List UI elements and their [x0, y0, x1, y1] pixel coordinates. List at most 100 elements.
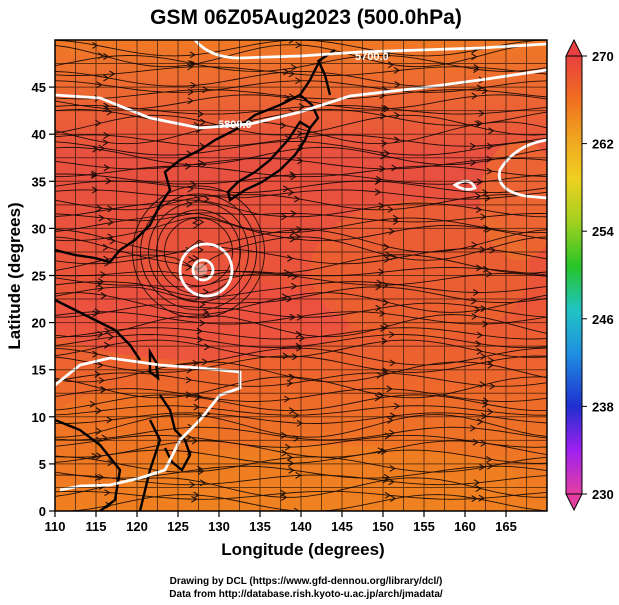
- streamline-arrow: [100, 386, 107, 393]
- streamline-arrow: [296, 226, 303, 233]
- x-tick-label: 135: [249, 519, 271, 534]
- x-tick-label: 115: [86, 519, 107, 534]
- streamline-arrow: [383, 243, 390, 251]
- streamline-arrow: [100, 271, 107, 279]
- streamline-arrow: [289, 313, 296, 321]
- streamline-arrow: [92, 145, 99, 153]
- streamline-arrow: [482, 265, 490, 273]
- streamline-arrow: [199, 479, 207, 487]
- colorbar-top-arrow: [565, 38, 583, 57]
- x-tick-label: 125: [167, 519, 189, 534]
- streamline-arrow: [91, 452, 98, 460]
- streamline-arrow: [384, 432, 392, 440]
- streamline-arrow: [481, 412, 488, 420]
- streamline-arrow: [105, 501, 112, 509]
- y-axis-label: Latitude (degrees): [5, 202, 24, 349]
- colorbar: 270 262 254 246 238 230: [565, 38, 614, 512]
- x-axis-ticks: 110 115 120 125 130 135 140 145 150 155 160 165: [45, 511, 517, 534]
- streamline-arrow: [186, 200, 193, 208]
- streamline-arrow: [390, 495, 397, 502]
- borneo-coastline: [138, 419, 162, 511]
- streamline-arrow: [202, 86, 209, 94]
- streamline-arrow: [296, 419, 304, 427]
- y-tick-label: 20: [32, 316, 46, 331]
- streamline-arrow: [94, 474, 102, 482]
- streamline-arrow: [482, 320, 489, 328]
- contour-label-5700: 5700.0: [355, 51, 389, 63]
- x-tick-label: 160: [454, 519, 476, 534]
- contour-lines: [55, 40, 547, 492]
- philippines-coastline: [159, 394, 192, 472]
- streamline-arrow: [374, 188, 382, 196]
- streamline-arrow: [104, 327, 111, 335]
- streamline-arrow: [290, 210, 297, 217]
- x-tick-label: 140: [290, 519, 312, 534]
- streamline-arrow: [280, 122, 287, 129]
- streamline-arrow: [280, 489, 287, 497]
- streamline-arrow: [91, 170, 98, 178]
- streamline-arrow: [384, 52, 391, 60]
- streamline-arrow: [102, 243, 110, 251]
- grid: [55, 40, 547, 511]
- streamline-arrow: [479, 381, 486, 389]
- streamline-arrow: [97, 284, 105, 292]
- sakhalin-coastline: [316, 59, 332, 96]
- streamline-arrow: [469, 424, 477, 432]
- streamline-arrow: [108, 333, 115, 341]
- streamline-arrow: [476, 119, 484, 127]
- streamline-arrow: [486, 167, 493, 175]
- x-tick-label: 150: [372, 519, 394, 534]
- streamline-arrow: [197, 218, 205, 226]
- streamline-arrow: [92, 41, 99, 49]
- streamline-arrow: [92, 350, 99, 358]
- streamline-arrow: [378, 202, 385, 210]
- streamline-arrow: [291, 273, 299, 281]
- streamline-arrow: [387, 205, 394, 213]
- streamline-arrow: [284, 443, 292, 451]
- x-tick-label: 155: [413, 519, 435, 534]
- streamline-arrow: [281, 449, 288, 457]
- streamline-arrow: [283, 185, 290, 193]
- y-tick-label: 10: [32, 410, 46, 425]
- colorbar-scale: [565, 55, 583, 495]
- streamline-arrow: [482, 400, 489, 408]
- streamline-arrow: [379, 112, 387, 120]
- streamline-arrow: [194, 195, 201, 203]
- streamline-arrow: [98, 473, 105, 481]
- streamline-arrow: [194, 394, 201, 402]
- streamline-arrow: [471, 92, 478, 100]
- streamline-arrow: [295, 77, 302, 85]
- streamline-arrow: [384, 491, 392, 499]
- credit-line-2: Data from http://database.rish.kyoto-u.a…: [169, 589, 443, 600]
- y-tick-label: 15: [32, 363, 46, 378]
- y-tick-label: 35: [32, 174, 46, 189]
- streamline-arrow: [89, 400, 97, 408]
- streamline-arrow: [192, 254, 199, 262]
- streamline-arrow: [199, 300, 206, 308]
- colorbar-tick-label: 270: [592, 49, 614, 64]
- streamline-arrow: [288, 189, 295, 196]
- streamline-arrow: [98, 214, 105, 222]
- streamline-arrow: [284, 94, 291, 102]
- colorbar-tick-label: 254: [592, 224, 614, 239]
- streamline-arrow: [488, 357, 495, 365]
- streamline-arrow: [107, 218, 115, 226]
- streamline-arrow: [102, 139, 109, 147]
- streamline-arrow: [294, 195, 301, 203]
- streamline-arrow: [386, 385, 393, 393]
- contour-5800: [55, 68, 547, 130]
- china-south-coastline: [55, 298, 141, 361]
- streamline-arrow: [200, 118, 207, 126]
- streamline-arrow: [289, 171, 296, 179]
- x-tick-label: 110: [45, 519, 66, 534]
- streamline-arrow: [381, 369, 389, 377]
- streamline-arrow: [475, 206, 483, 214]
- typhoon-contour-inner: [191, 258, 215, 282]
- streamline-arrow: [280, 431, 288, 439]
- streamline-arrow: [383, 473, 391, 481]
- streamline-arrow: [378, 268, 385, 276]
- y-tick-label: 30: [32, 221, 46, 236]
- streamline-arrow: [374, 394, 382, 402]
- streamline-arrow: [95, 427, 103, 435]
- streamline-arrow: [107, 205, 114, 213]
